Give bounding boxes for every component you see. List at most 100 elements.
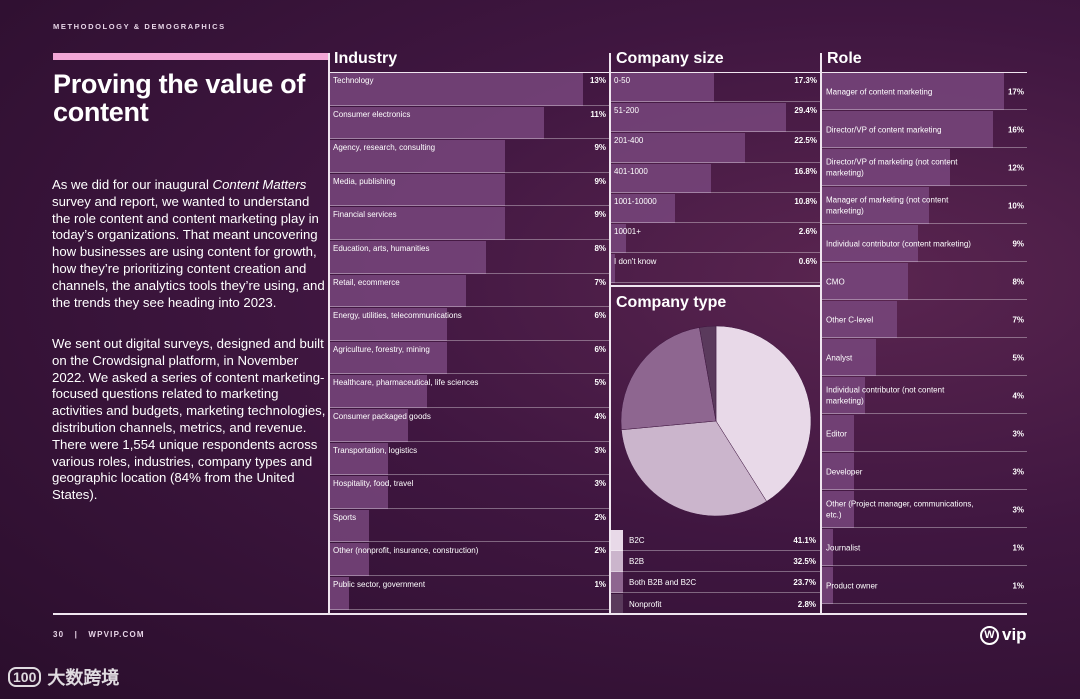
row-divider	[611, 101, 820, 103]
row-divider	[330, 306, 609, 308]
row-divider	[822, 147, 1027, 148]
row-divider	[822, 413, 1027, 414]
data-bar	[330, 140, 506, 173]
row-divider	[330, 339, 609, 341]
section-eyebrow: METHODOLOGY & DEMOGRAPHICS	[53, 22, 226, 31]
page-title: Proving the value of content	[53, 69, 306, 127]
data-bar	[611, 193, 676, 223]
legend-swatch	[611, 530, 623, 551]
bar-label: Other C-level	[826, 314, 874, 324]
intro-p1-end: survey and report, we wanted to understa…	[52, 193, 325, 310]
legend-row: B2B 32.5%	[611, 551, 820, 573]
bar-label: Consumer packaged goods	[333, 412, 431, 421]
row-divider	[611, 161, 820, 163]
company-type-chart-title: Company type	[616, 294, 727, 311]
data-bar	[330, 241, 486, 274]
data-bar	[330, 106, 545, 140]
row-divider	[822, 337, 1027, 338]
data-bar	[611, 163, 711, 193]
row-divider	[330, 272, 609, 274]
bar-value: 17%	[1007, 87, 1024, 96]
bar-value: 1%	[1012, 543, 1024, 552]
data-bar	[330, 409, 408, 442]
footer-site-link[interactable]: WPVIP.COM	[88, 630, 145, 639]
data-bar	[330, 543, 369, 576]
bar-label: Other (Project manager, communications, …	[826, 499, 974, 520]
bar-label: Sports	[333, 512, 357, 522]
bar-value: 6%	[594, 311, 606, 321]
bar-label: Manager of content marketing	[826, 86, 933, 96]
table-row: 10001+ 2.6%	[611, 224, 820, 254]
data-bar	[822, 567, 833, 604]
row-divider	[611, 571, 820, 573]
bar-value: 2.6%	[798, 227, 817, 236]
row-divider	[822, 185, 1027, 186]
table-row: Agriculture, forestry, mining 6%	[330, 341, 609, 375]
data-bar	[330, 173, 506, 207]
table-row: Energy, utilities, telecommunications 6%	[330, 308, 609, 341]
bar-label: Financial services	[333, 210, 397, 220]
footer-rule	[53, 613, 1027, 615]
table-row: Hospitality, food, travel 3%	[330, 476, 609, 509]
bar-label: Product owner	[826, 580, 878, 590]
data-bar	[330, 375, 428, 408]
row-divider	[330, 205, 609, 207]
data-bar	[330, 341, 447, 375]
row-divider	[330, 474, 609, 476]
legend-label: B2B	[629, 557, 645, 567]
bar-label: Transportation, logistics	[333, 445, 418, 455]
row-divider	[611, 191, 820, 193]
role-chart-title: Role	[827, 50, 862, 67]
bar-value: 1%	[594, 580, 606, 589]
table-row: Healthcare, pharmaceutical, life science…	[330, 375, 609, 408]
row-divider	[822, 109, 1027, 110]
bar-label: Public sector, government	[333, 580, 426, 589]
pie-slice	[715, 325, 812, 502]
page-number: 30	[53, 630, 65, 639]
bar-value: 9%	[594, 176, 606, 186]
row-divider	[330, 104, 609, 106]
table-row: Analyst 5%	[822, 339, 1027, 376]
row-divider	[330, 406, 609, 408]
data-bar	[611, 103, 786, 133]
table-row: 401-1000 16.8%	[611, 163, 820, 193]
table-row: Agency, research, consulting 9%	[330, 140, 609, 173]
bar-label: Energy, utilities, telecommunications	[333, 311, 462, 321]
wordpress-icon: W	[980, 625, 999, 645]
bar-label: 0-50	[614, 76, 631, 85]
bar-label: Individual contributor (not content mark…	[826, 385, 945, 406]
company-type-pie-chart	[620, 325, 812, 517]
bar-value: 3%	[594, 445, 606, 455]
row-divider	[822, 375, 1027, 376]
table-row: Other C-level 7%	[822, 301, 1027, 338]
bar-value: 3%	[1012, 467, 1024, 476]
bar-label: Retail, ecommerce	[333, 277, 400, 287]
industry-chart-rule	[330, 72, 609, 73]
bar-value: 0.6%	[798, 257, 817, 267]
bar-value: 8%	[594, 244, 606, 253]
survey-name: Content Matters	[212, 177, 307, 192]
row-divider	[330, 440, 609, 442]
legend-label: Both B2B and B2C	[629, 578, 697, 588]
bar-label: I don't know	[614, 257, 657, 267]
bar-label: CMO	[826, 276, 845, 286]
row-divider	[822, 451, 1027, 452]
bar-value: 9%	[594, 210, 606, 220]
column-divider	[609, 53, 611, 614]
role-chart-rule	[822, 72, 1027, 73]
table-row: Director/VP of marketing (not content ma…	[822, 149, 1027, 186]
bar-value: 5%	[1012, 353, 1024, 362]
row-divider	[330, 373, 609, 375]
bar-value: 7%	[1012, 315, 1024, 324]
table-row: Manager of content marketing 17%	[822, 73, 1027, 110]
table-row: Other (nonprofit, insurance, constructio…	[330, 543, 609, 576]
bar-value: 29.4%	[794, 106, 817, 116]
bar-label: Consumer electronics	[333, 109, 411, 119]
bar-label: 10001+	[614, 227, 641, 236]
table-row: Developer 3%	[822, 453, 1027, 490]
company-size-chart-title: Company size	[616, 50, 724, 67]
legend-value: 23.7%	[793, 578, 816, 588]
industry-chart-title: Industry	[334, 50, 398, 67]
data-bar	[822, 73, 1004, 110]
bar-value: 9%	[594, 143, 606, 153]
